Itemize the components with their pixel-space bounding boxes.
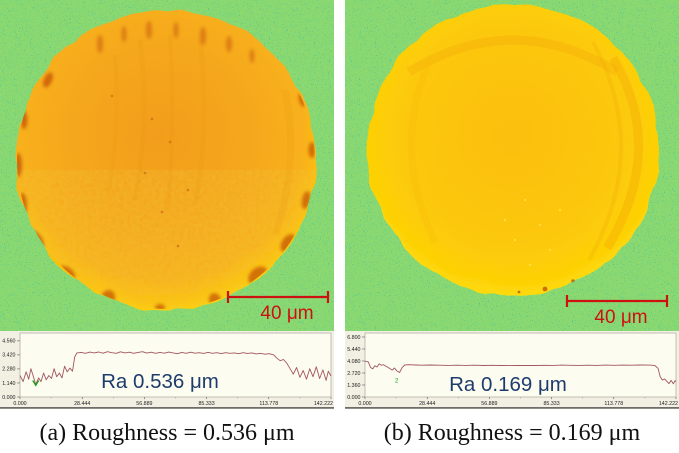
svg-text:0.000: 0.000 bbox=[2, 395, 15, 401]
scale-bar-line bbox=[226, 291, 330, 303]
inner-dots bbox=[110, 94, 190, 248]
scale-bar: 40 μm bbox=[226, 291, 330, 324]
caption-b: (b) Roughness = 0.169 μm bbox=[383, 420, 641, 446]
svg-text:85.333: 85.333 bbox=[543, 401, 559, 407]
svg-text:142.222: 142.222 bbox=[314, 401, 333, 407]
light-speckles bbox=[503, 198, 562, 267]
edge-dots bbox=[517, 279, 575, 294]
laser-spot-disc bbox=[367, 4, 659, 296]
svg-text:2.280: 2.280 bbox=[2, 367, 15, 373]
scale-bar-label: 40 μm bbox=[594, 307, 647, 328]
scale-bar-line bbox=[565, 295, 669, 307]
svg-text:2.720: 2.720 bbox=[347, 371, 360, 377]
svg-text:85.333: 85.333 bbox=[198, 401, 214, 407]
subfigure-a: 40 μm 0.000 1.140 2.280 3.420 4.560 0.000 28.4… bbox=[0, 0, 334, 453]
top-rim-streaks bbox=[97, 21, 255, 63]
profile-chart-b: 0.000 1.360 2.720 4.080 5.440 6.800 0.000 28.44… bbox=[345, 331, 679, 409]
svg-text:0.000: 0.000 bbox=[358, 401, 371, 407]
svg-text:0.000: 0.000 bbox=[13, 401, 26, 407]
svg-text:1.140: 1.140 bbox=[2, 381, 15, 387]
micrograph-a: 40 μm bbox=[0, 0, 334, 331]
caption-a: (a) Roughness = 0.536 μm bbox=[39, 420, 295, 446]
scale-bar: 40 μm bbox=[565, 295, 669, 328]
svg-text:4.560: 4.560 bbox=[2, 339, 15, 345]
svg-text:Ra 0.536 μm: Ra 0.536 μm bbox=[101, 370, 219, 393]
svg-text:113.778: 113.778 bbox=[259, 401, 278, 407]
svg-text:4.080: 4.080 bbox=[347, 359, 360, 365]
svg-text:3.420: 3.420 bbox=[2, 353, 15, 359]
svg-text:142.222: 142.222 bbox=[659, 401, 678, 407]
svg-text:28.444: 28.444 bbox=[74, 401, 90, 407]
micrograph-b: 40 μm bbox=[345, 0, 679, 331]
svg-text:56.889: 56.889 bbox=[136, 401, 152, 407]
svg-text:0.000: 0.000 bbox=[347, 395, 360, 401]
svg-text:28.444: 28.444 bbox=[419, 401, 435, 407]
disc-texture bbox=[406, 35, 644, 294]
profile-chart-a: 0.000 1.140 2.280 3.420 4.560 0.000 28.444 56.8… bbox=[0, 331, 334, 409]
svg-text:Ra 0.169 μm: Ra 0.169 μm bbox=[449, 373, 567, 396]
svg-text:56.889: 56.889 bbox=[481, 401, 497, 407]
subfigure-b: 40 μm 0.000 1.360 2.720 4.080 5.440 6.800 0.00… bbox=[345, 0, 679, 453]
svg-text:113.778: 113.778 bbox=[604, 401, 623, 407]
svg-text:5.440: 5.440 bbox=[347, 347, 360, 353]
scale-bar-label: 40 μm bbox=[260, 303, 313, 324]
svg-text:6.800: 6.800 bbox=[347, 335, 360, 341]
svg-text:2: 2 bbox=[395, 378, 399, 384]
svg-text:1.360: 1.360 bbox=[347, 383, 360, 389]
